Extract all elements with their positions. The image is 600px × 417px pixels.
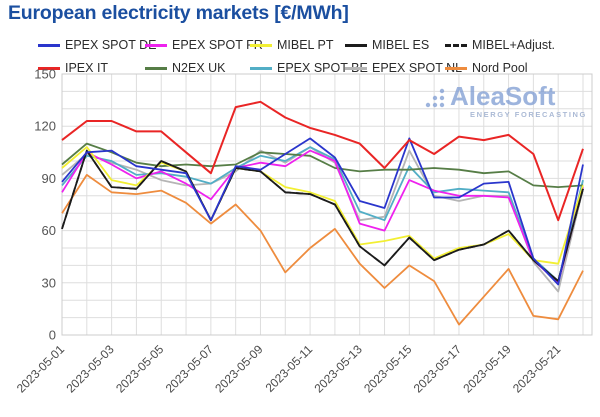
legend-label: EPEX SPOT BE bbox=[277, 61, 368, 75]
legend-item-mibel-es: MIBEL ES bbox=[345, 36, 429, 54]
legend-item-mibel-adjust: MIBEL+Adjust. bbox=[445, 36, 555, 54]
legend-line-swatch bbox=[145, 43, 167, 47]
legend-line-swatch bbox=[445, 66, 467, 70]
legend-line-swatch bbox=[445, 43, 467, 47]
y-tick-label: 60 bbox=[42, 223, 56, 238]
legend-label: MIBEL ES bbox=[372, 38, 430, 52]
y-tick-label: 150 bbox=[34, 67, 56, 82]
x-tick-label: 2023-05-21 bbox=[510, 342, 564, 396]
legend-line-swatch bbox=[345, 43, 367, 47]
legend-line-swatch bbox=[250, 43, 272, 47]
chart-legend: EPEX SPOT DE EPEX SPOT FR MIBEL PT MIBEL ES… bbox=[0, 34, 600, 78]
x-tick-label: 2023-05-17 bbox=[411, 342, 465, 396]
series-line-epex-spot-nl bbox=[61, 146, 584, 293]
y-axis-labels: 0 30 60 90 120 150 bbox=[34, 67, 56, 343]
series-line-ipex-it bbox=[61, 100, 584, 222]
legend-label: Nord Pool bbox=[472, 61, 528, 75]
legend-line-swatch bbox=[38, 66, 60, 70]
legend-label: IPEX IT bbox=[65, 61, 109, 75]
series-line-mibel-pt bbox=[61, 146, 584, 265]
x-tick-label: 2023-05-03 bbox=[63, 342, 117, 396]
legend-label: N2EX UK bbox=[172, 61, 226, 75]
x-tick-label: 2023-05-13 bbox=[312, 342, 366, 396]
gridlines bbox=[61, 74, 592, 335]
chart-title: European electricity markets [€/MWh] bbox=[8, 2, 349, 24]
legend-item-ipex-it: IPEX IT bbox=[38, 59, 108, 77]
legend-label: EPEX SPOT DE bbox=[65, 38, 157, 52]
legend-line-swatch bbox=[145, 66, 167, 70]
legend-item-n2ex-uk: N2EX UK bbox=[145, 59, 226, 77]
legend-line-swatch bbox=[38, 43, 60, 47]
y-tick-label: 120 bbox=[34, 119, 56, 134]
x-tick-label: 2023-05-15 bbox=[361, 342, 415, 396]
legend-item-nord-pool: Nord Pool bbox=[445, 59, 528, 77]
y-tick-label: 30 bbox=[42, 275, 56, 290]
series-line-mibel-es bbox=[61, 149, 584, 283]
x-tick-label: 2023-05-05 bbox=[113, 342, 167, 396]
x-tick-label: 2023-05-19 bbox=[460, 342, 514, 396]
series-line-nord-pool bbox=[61, 173, 584, 326]
x-tick-label: 2023-05-07 bbox=[163, 342, 217, 396]
x-tick-label: 2023-05-09 bbox=[212, 342, 266, 396]
legend-label: MIBEL PT bbox=[277, 38, 334, 52]
legend-item-mibel-pt: MIBEL PT bbox=[250, 36, 334, 54]
y-tick-label: 90 bbox=[42, 171, 56, 186]
legend-label: EPEX SPOT FR bbox=[172, 38, 263, 52]
legend-item-epex-spot-fr: EPEX SPOT FR bbox=[145, 36, 263, 54]
series-line-n2ex-uk bbox=[61, 142, 584, 189]
series-lines bbox=[61, 100, 584, 326]
plot-border bbox=[61, 73, 593, 336]
legend-line-swatch bbox=[250, 66, 272, 70]
series-line-epex-spot-de bbox=[61, 137, 584, 286]
legend-label: MIBEL+Adjust. bbox=[472, 38, 556, 52]
x-tick-label: 2023-05-11 bbox=[263, 342, 316, 395]
y-tick-label: 0 bbox=[49, 328, 56, 343]
legend-item-epex-spot-be: EPEX SPOT BE bbox=[250, 59, 368, 77]
legend-line-swatch bbox=[345, 66, 367, 70]
legend-item-epex-spot-de: EPEX SPOT DE bbox=[38, 36, 156, 54]
legend-item-epex-spot-nl: EPEX SPOT NL bbox=[345, 59, 462, 77]
x-axis-labels: 2023-05-012023-05-032023-05-052023-05-07… bbox=[14, 342, 564, 396]
series-line-mibel-adjust bbox=[61, 149, 584, 283]
x-tick-label: 2023-05-01 bbox=[14, 342, 68, 396]
legend-label: EPEX SPOT NL bbox=[372, 61, 463, 75]
